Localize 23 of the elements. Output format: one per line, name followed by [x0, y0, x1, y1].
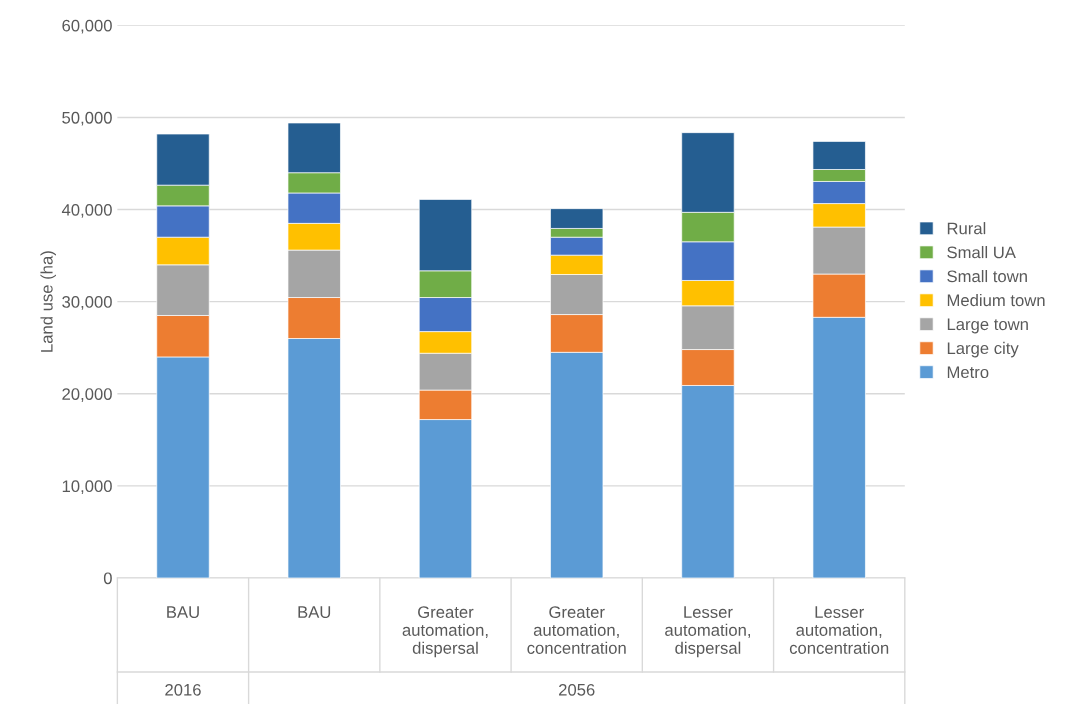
x-tick-label: BAU: [298, 606, 331, 618]
text: 2016: [165, 683, 201, 696]
y-tick-label: 20,000: [62, 388, 112, 402]
y-tick-label: 40,000: [61, 203, 112, 218]
x-tick-label: Lesser automation, dispersal: [665, 606, 751, 658]
legend-label: Small town: [947, 269, 1027, 283]
y-tick-label: 50,000: [62, 111, 112, 126]
legend-label: Metro: [947, 366, 989, 379]
legend-label: Large town: [947, 318, 1028, 334]
legend-label: Rural: [947, 222, 986, 235]
y-axis-title: Land use (ha): [40, 251, 56, 352]
x-tick-label: Greater automation, concentration: [527, 606, 626, 654]
y-tick-label: 10,000: [62, 480, 112, 495]
x-tick-label: Greater automation, dispersal: [402, 606, 488, 658]
y-tick-label: 60,000: [62, 19, 112, 34]
x-tick-label: BAU: [167, 606, 199, 618]
y-tick-label: 30,000: [62, 296, 112, 310]
legend-label: Small UA: [947, 246, 1016, 259]
x-tick-label: Lesser automation, concentration: [789, 606, 889, 654]
legend-label: Medium town: [947, 293, 1045, 307]
text: 2056: [559, 683, 595, 696]
legend-label: Large city: [947, 341, 1019, 358]
y-tick-label: 0: [103, 572, 112, 585]
